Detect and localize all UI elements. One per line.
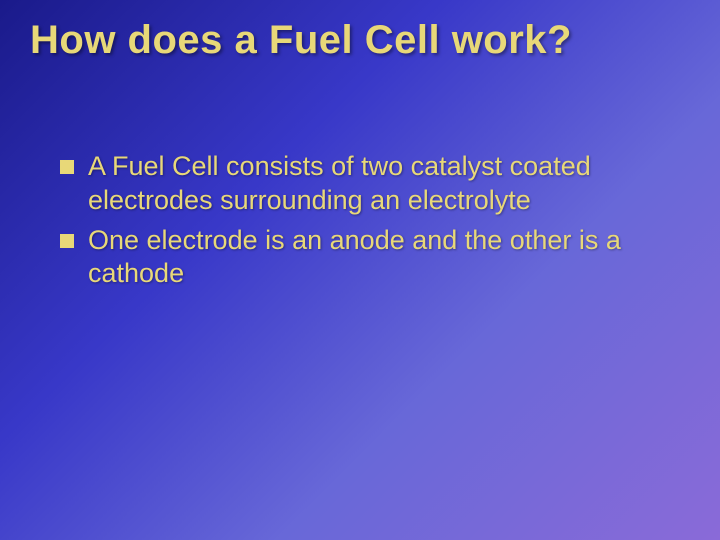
bullet-item: A Fuel Cell consists of two catalyst coa… <box>60 150 670 218</box>
bullet-text: One electrode is an anode and the other … <box>88 224 670 292</box>
bullet-text: A Fuel Cell consists of two catalyst coa… <box>88 150 670 218</box>
slide-title: How does a Fuel Cell work? <box>30 18 690 62</box>
bullet-item: One electrode is an anode and the other … <box>60 224 670 292</box>
slide: How does a Fuel Cell work? A Fuel Cell c… <box>0 0 720 540</box>
square-bullet-icon <box>60 160 74 174</box>
square-bullet-icon <box>60 234 74 248</box>
slide-body: A Fuel Cell consists of two catalyst coa… <box>60 150 670 297</box>
